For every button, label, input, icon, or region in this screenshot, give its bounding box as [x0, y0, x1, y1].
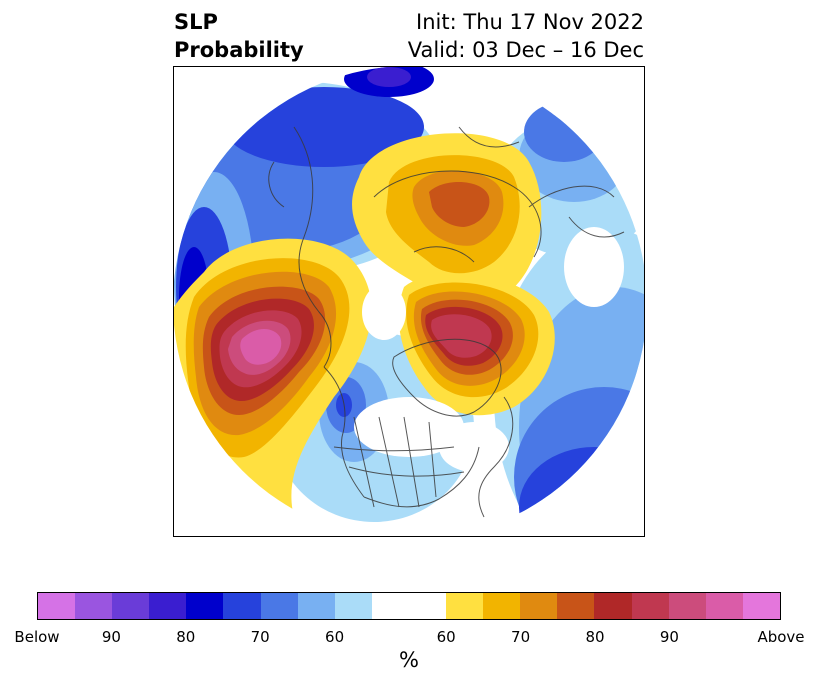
colorbar-segment — [223, 593, 261, 619]
probability-map — [173, 66, 645, 537]
colorbar-segment — [557, 593, 595, 619]
colorbar-segment — [297, 593, 335, 619]
colorbar-tick-label: Below — [14, 628, 60, 646]
colorbar-tick-label: 80 — [585, 628, 605, 646]
colorbar-tick-label: 90 — [659, 628, 679, 646]
above-normal-region-greenland — [398, 273, 555, 416]
colorbar-units-label: % — [399, 648, 419, 672]
colorbar-segment — [112, 593, 150, 619]
colorbar-segment — [149, 593, 187, 619]
colorbar-tick-label: 70 — [250, 628, 270, 646]
colorbar-segment — [668, 593, 706, 619]
colorbar-segment — [483, 593, 521, 619]
map-svg — [174, 67, 644, 536]
colorbar-segment — [260, 593, 298, 619]
chart-title: SLP Probability — [174, 10, 304, 62]
colorbar-segment — [631, 593, 669, 619]
colorbar-segment — [186, 593, 224, 619]
colorbar-tick-label: 80 — [176, 628, 196, 646]
colorbar-tick-label: 60 — [325, 628, 345, 646]
colorbar-segment — [594, 593, 632, 619]
colorbar-segment — [446, 593, 484, 619]
colorbar-segment — [520, 593, 558, 619]
colorbar-segment — [705, 593, 743, 619]
colorbar-segment — [371, 593, 447, 619]
probability-shading — [174, 67, 644, 536]
colorbar-tick-label: Above — [757, 628, 805, 646]
colorbar-tick-label: 60 — [436, 628, 456, 646]
colorbar-segment — [742, 593, 780, 619]
init-valid-dates: Init: Thu 17 Nov 2022 Valid: 03 Dec – 16… — [407, 10, 644, 62]
colorbar-tick-label: 90 — [101, 628, 121, 646]
colorbar-tick-label: 70 — [511, 628, 531, 646]
colorbar-segment — [75, 593, 113, 619]
coastlines-overlay — [268, 126, 625, 518]
colorbar-segment — [38, 593, 76, 619]
probability-colorbar — [37, 592, 781, 620]
colorbar-segment — [334, 593, 372, 619]
